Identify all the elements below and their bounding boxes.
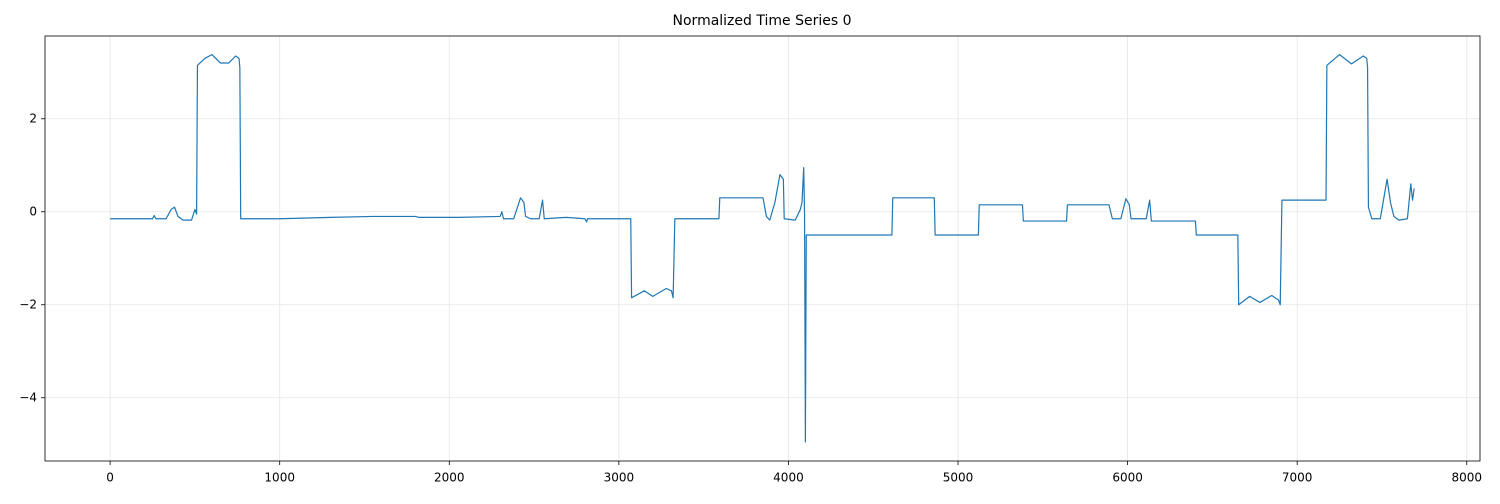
x-tick-label: 1000: [264, 471, 295, 485]
x-tick-label: 3000: [604, 471, 635, 485]
y-tick-label: 2: [29, 111, 37, 125]
x-tick-label: 5000: [943, 471, 974, 485]
plot-frame: [44, 35, 1481, 462]
x-tick-label: 7000: [1282, 471, 1313, 485]
x-tick-label: 8000: [1451, 471, 1482, 485]
y-tick-label: −2: [19, 297, 37, 311]
x-tick-label: 2000: [434, 471, 465, 485]
y-tick-label: −4: [19, 390, 37, 404]
x-tick-label: 0: [106, 471, 114, 485]
x-tick-label: 6000: [1112, 471, 1143, 485]
chart-title: Normalized Time Series 0: [673, 13, 852, 29]
data-line: [110, 54, 1415, 443]
x-tick-label: 4000: [773, 471, 804, 485]
y-tick-label: 0: [29, 204, 37, 218]
